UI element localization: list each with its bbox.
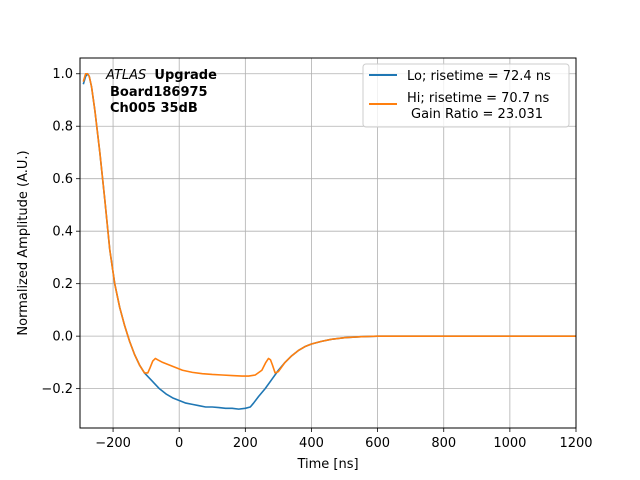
y-tick-label: −0.2 (41, 382, 73, 397)
x-tick-label: −200 (95, 436, 131, 451)
annotation-upgrade: Upgrade (154, 68, 217, 83)
legend-label-hi: Hi; risetime = 70.7 ns (407, 91, 549, 106)
y-tick-label: 0.0 (52, 330, 73, 345)
y-tick-label: 0.4 (52, 225, 73, 240)
annotation-board: Board186975 (110, 85, 208, 100)
y-axis-label: Normalized Amplitude (A.U.) (16, 150, 31, 335)
annotation: ATLAS Upgrade Board186975 Ch005 35dB (105, 68, 217, 116)
x-ticks: −200 0 200 400 600 800 1000 1200 (95, 428, 593, 451)
x-tick-label: 600 (365, 436, 390, 451)
plot-frame (79, 57, 577, 429)
x-axis-label: Time [ns] (296, 457, 358, 472)
x-tick-label: 1000 (493, 436, 526, 451)
y-tick-label: 1.0 (52, 67, 73, 82)
annotation-atlas: ATLAS (105, 68, 146, 83)
x-tick-label: 800 (431, 436, 456, 451)
svg-text:ATLAS Upgrade: ATLAS Upgrade (105, 68, 217, 83)
x-tick-label: 1200 (559, 436, 592, 451)
y-tick-label: 0.2 (52, 277, 73, 292)
x-tick-label: 0 (175, 436, 183, 451)
series-hi-line (82, 72, 576, 377)
y-tick-label: 0.8 (52, 120, 73, 135)
legend-label-lo: Lo; risetime = 72.4 ns (407, 69, 551, 84)
legend-label-hi-gain: Gain Ratio = 23.031 (411, 107, 543, 122)
x-tick-label: 400 (299, 436, 324, 451)
legend: Lo; risetime = 72.4 ns Hi; risetime = 70… (362, 63, 570, 128)
y-ticks: −0.2 0.0 0.2 0.4 0.6 0.8 1.0 (41, 67, 80, 397)
annotation-channel: Ch005 35dB (110, 101, 198, 116)
y-tick-label: 0.6 (52, 172, 73, 187)
x-tick-label: 200 (233, 436, 258, 451)
series-layer (82, 72, 576, 410)
legend-box (362, 63, 570, 128)
